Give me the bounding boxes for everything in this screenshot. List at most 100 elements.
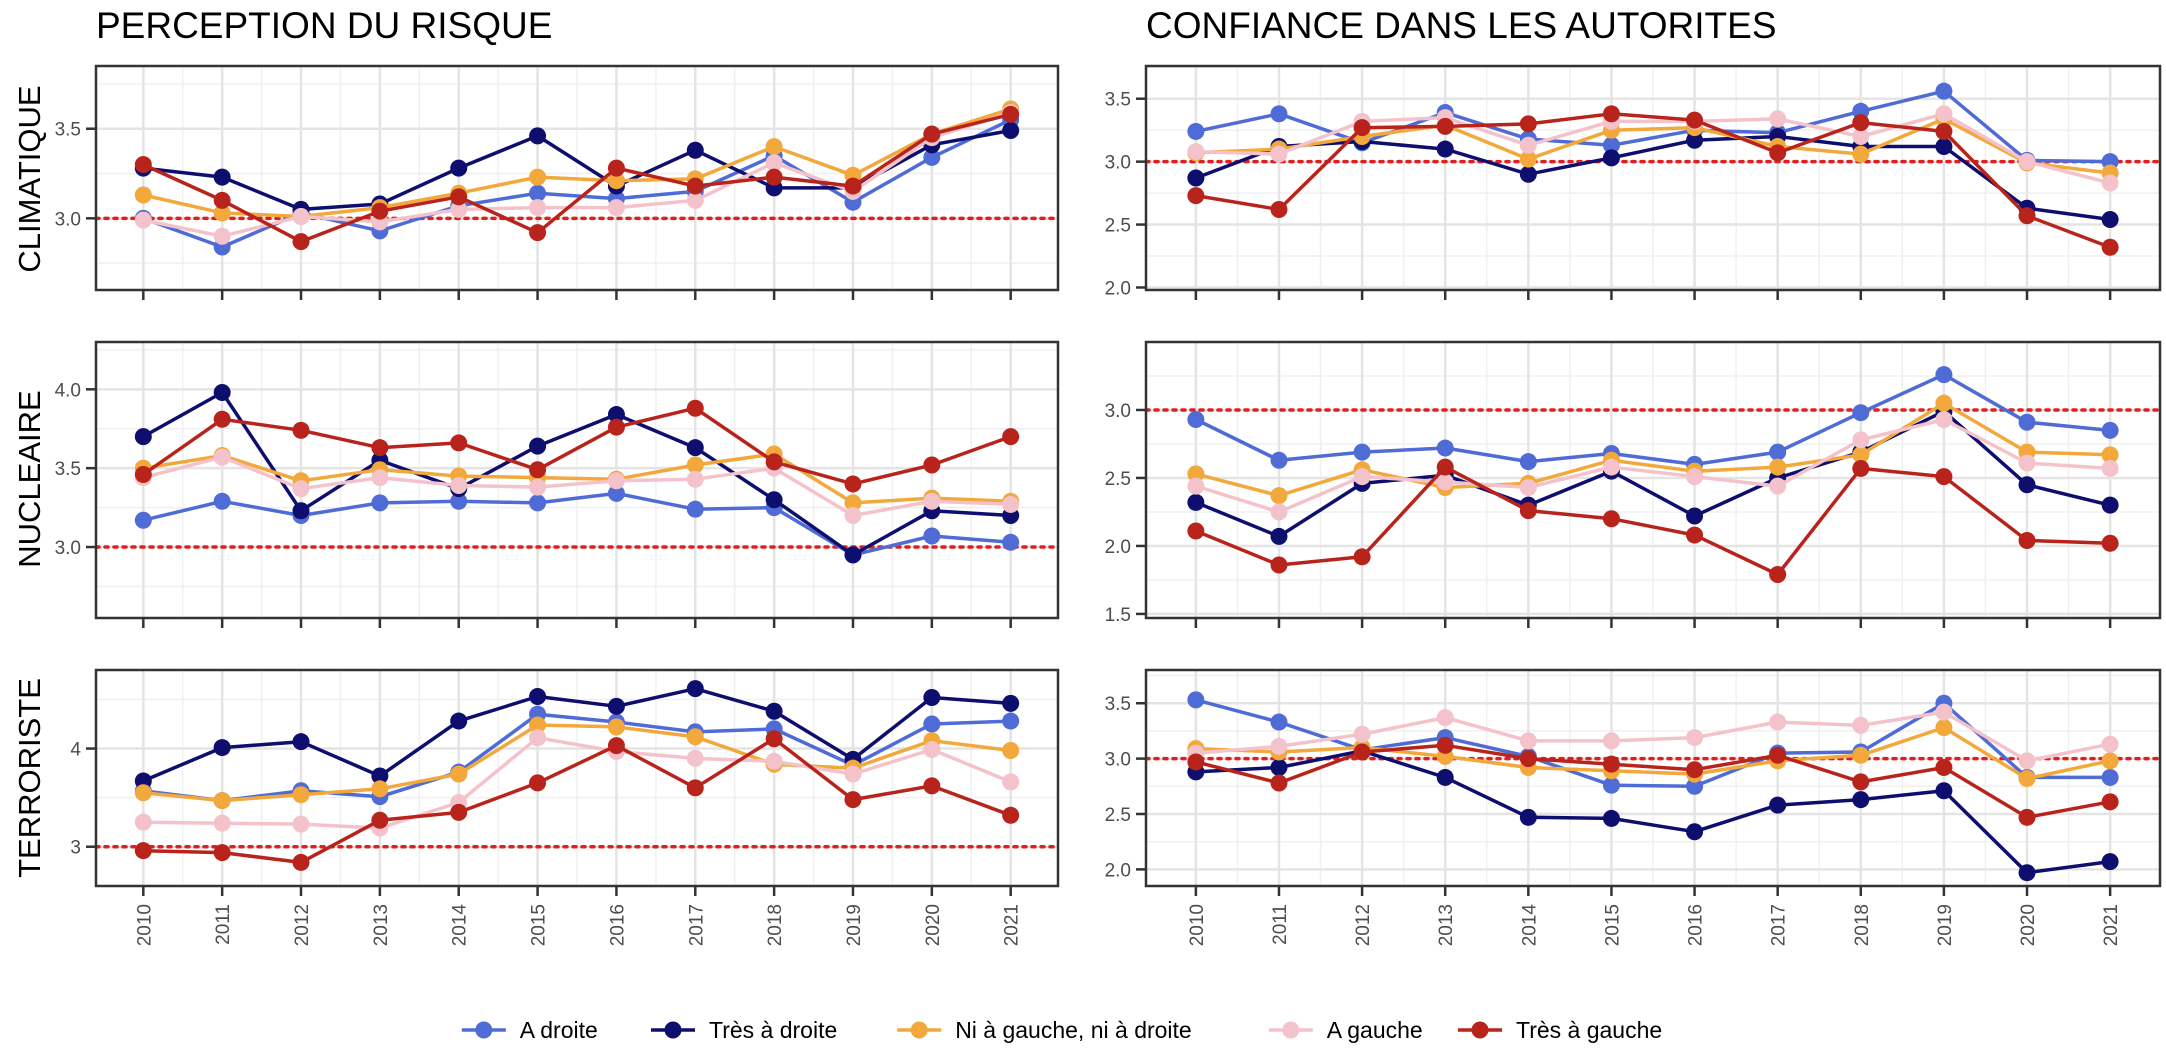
data-point-a-gauche: [292, 815, 310, 833]
data-point-tr-s-gauche: [134, 465, 152, 483]
data-point-a-gauche: [1270, 503, 1288, 521]
data-point-tr-s-droite: [213, 739, 231, 757]
y-tick-label: 2.5: [1105, 216, 1131, 237]
x-tick-label: 2020: [2018, 904, 2039, 946]
data-point-ni-gauche-ni-droite: [1935, 719, 1953, 737]
data-point-a-gauche: [529, 729, 547, 747]
data-point-a-gauche: [2101, 174, 2119, 192]
data-point-ni-gauche-ni-droite: [213, 792, 231, 810]
data-point-tr-s-gauche: [2018, 532, 2036, 550]
data-point-a-gauche: [1519, 136, 1537, 154]
x-tick-label: 2017: [686, 904, 707, 946]
legend-label: A droite: [520, 1017, 598, 1043]
data-point-tr-s-gauche: [607, 159, 625, 177]
series-line-tr-s-droite: [1195, 409, 2111, 539]
data-point-a-droite: [1187, 691, 1205, 709]
data-point-a-gauche: [1769, 110, 1787, 128]
x-tick-label: 2010: [134, 904, 155, 946]
y-tick-label: 1.5: [1105, 605, 1131, 626]
data-point-a-gauche: [1519, 478, 1537, 496]
data-point-tr-s-droite: [1519, 165, 1537, 183]
data-point-tr-s-gauche: [529, 224, 547, 242]
data-point-tr-s-gauche: [1187, 522, 1205, 540]
series-line-a-gauche: [1195, 417, 2111, 514]
data-point-tr-s-gauche: [1769, 144, 1787, 162]
data-point-tr-s-droite: [529, 127, 547, 145]
data-point-a-gauche: [2018, 153, 2036, 171]
data-point-tr-s-droite: [844, 546, 862, 564]
y-tick-label: 4.0: [55, 380, 81, 401]
y-tick-label: 3.5: [1105, 90, 1131, 111]
data-point-tr-s-gauche: [1519, 115, 1537, 133]
legend-item-tr-s-gauche: Très à gauche: [1458, 1017, 1662, 1043]
data-point-tr-s-gauche: [1852, 773, 1870, 791]
y-tick-label: 3: [70, 838, 81, 859]
data-point-tr-s-gauche: [923, 777, 941, 795]
data-point-tr-s-droite: [607, 406, 625, 424]
data-point-tr-s-droite: [1187, 493, 1205, 511]
series-line-a-gauche: [1195, 710, 2111, 763]
data-point-a-gauche: [134, 813, 152, 831]
data-point-a-droite: [1353, 443, 1371, 461]
x-tick-label: 2011: [213, 904, 234, 945]
data-point-a-droite: [371, 494, 389, 512]
data-point-tr-s-droite: [1935, 138, 1953, 156]
legend-swatch-point: [910, 1021, 928, 1039]
data-point-tr-s-gauche: [2101, 238, 2119, 256]
series-line-tr-s-droite: [142, 686, 1011, 783]
data-point-a-gauche: [1602, 458, 1620, 476]
series-line-ni-gauche-ni-droite: [1195, 401, 2111, 498]
data-point-a-gauche: [2101, 459, 2119, 477]
data-point-tr-s-gauche: [1270, 200, 1288, 218]
legend-item-a-gauche: A gauche: [1268, 1017, 1423, 1043]
data-point-tr-s-droite: [2101, 853, 2119, 871]
data-point-a-droite: [1602, 136, 1620, 154]
data-point-tr-s-droite: [765, 702, 783, 720]
data-point-tr-s-gauche: [1935, 122, 1953, 140]
data-point-tr-s-gauche: [292, 233, 310, 251]
data-point-a-gauche: [1852, 127, 1870, 145]
data-point-ni-gauche-ni-droite: [607, 172, 625, 190]
data-point-tr-s-droite: [134, 772, 152, 790]
data-point-a-gauche: [134, 211, 152, 229]
data-point-a-gauche: [450, 200, 468, 218]
data-point-tr-s-droite: [686, 141, 704, 159]
data-point-tr-s-droite: [134, 428, 152, 446]
data-point-tr-s-gauche: [2018, 808, 2036, 826]
x-tick-label: 2019: [1935, 904, 1956, 946]
panel-border: [94, 668, 1060, 888]
data-point-a-droite: [686, 500, 704, 518]
data-point-tr-s-gauche: [1686, 526, 1704, 544]
data-point-tr-s-gauche: [607, 737, 625, 755]
data-point-tr-s-gauche: [1935, 758, 1953, 776]
data-point-a-gauche: [1270, 737, 1288, 755]
data-point-a-droite: [1935, 366, 1953, 384]
data-point-tr-s-gauche: [923, 456, 941, 474]
legend-swatch-point: [1471, 1021, 1489, 1039]
data-point-tr-s-gauche: [686, 399, 704, 417]
data-point-ni-gauche-ni-droite: [2101, 752, 2119, 770]
data-point-a-gauche: [607, 199, 625, 217]
row-label-terroriste: TERRORISTE: [12, 678, 47, 878]
series-line-tr-s-gauche: [142, 112, 1012, 244]
series-line-tr-s-gauche: [1195, 465, 2111, 577]
data-point-a-gauche: [1686, 468, 1704, 486]
data-point-a-gauche: [1436, 473, 1454, 491]
y-tick-label: 3.0: [1105, 750, 1131, 771]
data-point-ni-gauche-ni-droite: [529, 716, 547, 734]
data-point-a-droite: [1002, 533, 1020, 551]
data-point-ni-gauche-ni-droite: [1852, 446, 1870, 464]
data-point-tr-s-droite: [686, 439, 704, 457]
panel-0-0: 3.0 3.5: [55, 64, 1060, 300]
data-point-tr-s-gauche: [1270, 556, 1288, 574]
legend-label: Ni à gauche, ni à droite: [955, 1017, 1192, 1043]
data-point-ni-gauche-ni-droite: [607, 718, 625, 736]
data-point-a-gauche: [1602, 732, 1620, 750]
data-point-tr-s-droite: [2101, 496, 2119, 514]
column-title-confiance: CONFIANCE DANS LES AUTORITES: [1146, 5, 1777, 46]
data-point-ni-gauche-ni-droite: [1935, 394, 1953, 412]
data-point-ni-gauche-ni-droite: [765, 138, 783, 156]
data-point-a-droite: [1187, 122, 1205, 140]
data-point-tr-s-gauche: [1353, 119, 1371, 137]
data-point-a-gauche: [765, 154, 783, 172]
